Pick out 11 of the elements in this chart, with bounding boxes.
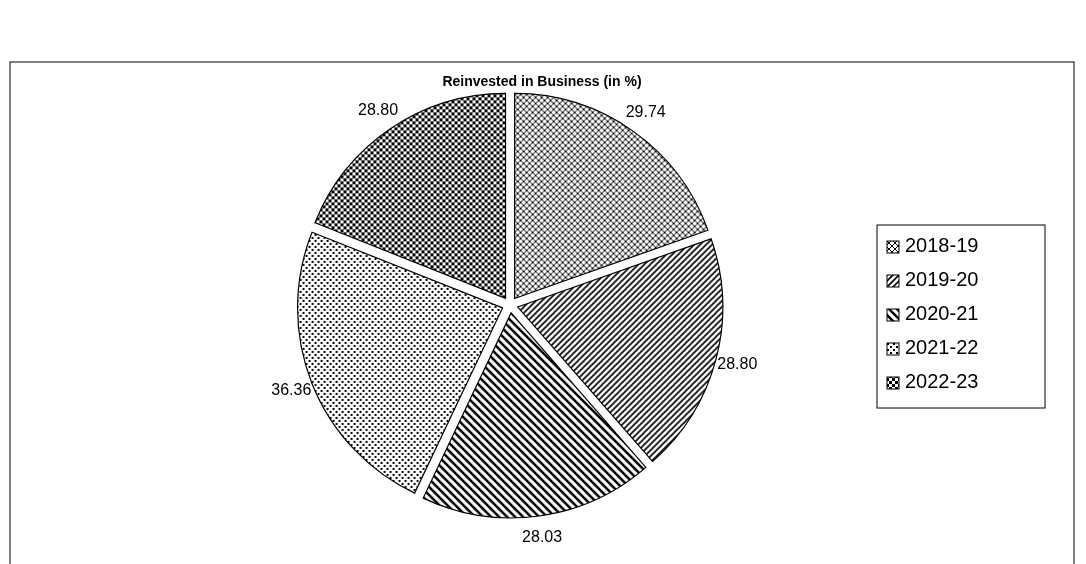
legend-label: 2021-22	[905, 336, 979, 359]
data-label: 29.74	[625, 103, 666, 121]
legend-label: 2019-20	[905, 268, 979, 291]
data-label: 28.80	[358, 100, 399, 118]
data-label: 28.03	[522, 528, 563, 546]
legend-label: 2020-21	[905, 302, 979, 325]
legend-label: 2022-23	[905, 370, 979, 393]
chart-title: Reinvested in Business (in %)	[442, 73, 642, 89]
data-label: 36.36	[271, 381, 312, 399]
data-label: 28.80	[717, 354, 758, 372]
legend-label: 2018-19	[905, 234, 979, 257]
